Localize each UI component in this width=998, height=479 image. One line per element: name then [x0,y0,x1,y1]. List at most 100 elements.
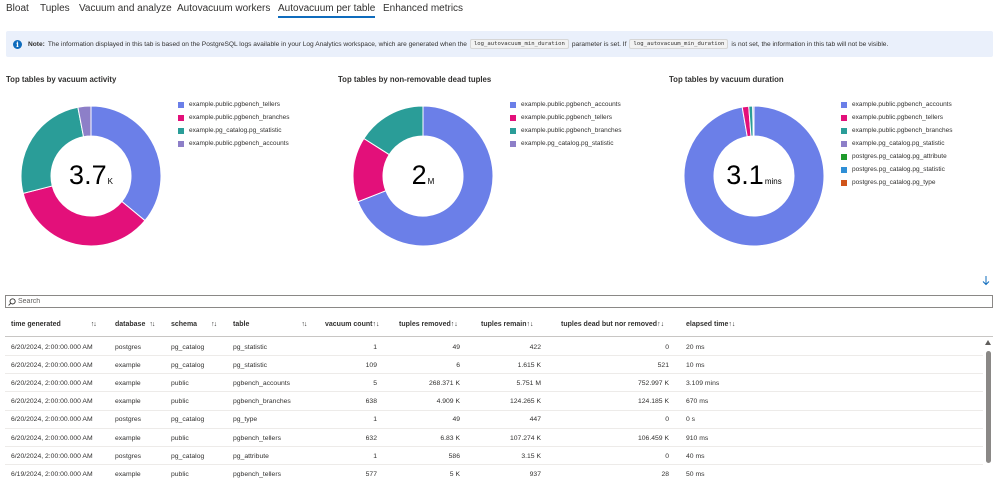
scroll-down-arrow-icon[interactable] [982,275,990,287]
table-cell: 632 [365,434,377,442]
table-cell: 752.997 K [638,379,669,387]
donut-slice[interactable] [22,185,146,247]
sort-icon[interactable]: ↑↓ [301,320,307,328]
table-cell: 109 [365,361,377,369]
table-cell: 638 [365,398,377,406]
vacuum-duration-donut[interactable] [683,105,825,247]
sort-icon[interactable]: ↓ [530,320,533,328]
legend-item[interactable]: example.public.pgbench_tellers [841,111,952,124]
table-row[interactable]: 6/20/2024, 2:00:00.000 AM example public pg… [5,429,983,447]
table-cell: 670 ms [686,398,709,406]
donut-slice[interactable] [90,105,162,222]
table-row[interactable]: 6/20/2024, 2:00:00.000 AM postgres pg_cata… [5,338,983,356]
legend-item[interactable]: example.public.pgbench_branches [178,111,289,124]
center-unit: mins [764,177,782,186]
legend-item[interactable]: example.public.pgbench_branches [841,124,952,137]
donut-slice[interactable] [683,105,825,247]
table-cell: 6/20/2024, 2:00:00.000 AM [11,361,93,369]
legend-item[interactable]: postgres.pg_catalog.pg_attribute [841,150,952,163]
table-cell: 5 [373,379,377,387]
legend-item[interactable]: postgres.pg_catalog.pg_type [841,176,952,189]
donut-slice[interactable] [357,105,494,247]
legend-item[interactable]: example.public.pgbench_tellers [178,98,289,111]
table-cell: 6.83 K [440,434,460,442]
sort-icon[interactable]: ↑↓ [90,320,97,328]
table-cell: pg_statistic [233,343,268,351]
table-scrollbar[interactable] [984,339,993,479]
table-cell: pg_statistic [233,361,268,369]
legend-label: example.public.pgbench_branches [521,127,622,134]
legend-item[interactable]: postgres.pg_catalog.pg_statistic [841,163,952,176]
table-cell: 268.371 K [429,379,460,387]
legend-swatch [510,114,516,121]
legend-item[interactable]: example.pg_catalog.pg_statistic [510,137,621,150]
legend-item[interactable]: example.pg_catalog.pg_statistic [841,137,952,150]
legend-item[interactable]: example.pg_catalog.pg_statistic [178,124,289,137]
column-header-tuples-remain[interactable]: tuples remain↑ ↓ [481,314,533,334]
sort-icon[interactable]: ↓ [375,320,379,328]
table-cell: 586 [448,452,460,460]
sort-icon[interactable]: ↑↓ [211,320,217,328]
table-row[interactable]: 6/20/2024, 2:00:00.000 AM postgres pg_cata… [5,411,983,429]
table-row[interactable]: 6/20/2024, 2:00:00.000 AM postgres pg_cata… [5,447,983,466]
table-row[interactable]: 6/20/2024, 2:00:00.000 AM example pg_catal… [5,356,983,375]
vacuum-activity-donut[interactable] [20,105,162,247]
table-cell: pg_type [233,416,258,424]
table-cell: 49 [452,343,460,351]
table-cell: postgres [115,343,142,351]
tab-enhanced-metrics[interactable]: Enhanced metrics [383,3,464,14]
dead-tuples-donut[interactable] [352,105,494,247]
legend-label: example.public.pgbench_tellers [521,114,613,121]
tab-bloat[interactable]: Bloat [6,3,29,14]
legend-swatch [178,101,184,108]
table-row[interactable]: 6/20/2024, 2:00:00.000 AM example public pg… [5,374,983,393]
column-header-tuples-dead[interactable]: tuples dead but nor removed↑ ↓ [561,314,664,334]
legend-swatch [510,140,516,147]
legend-item[interactable]: example.public.pgbench_accounts [841,98,952,111]
column-header-vacuum-count[interactable]: vacuum count↑ ↓ [325,314,379,334]
table-cell: 3.109 mins [686,379,720,387]
tab-vacuum-and-analyze[interactable]: Vacuum and analyze [79,3,172,14]
table-cell: 5 K [449,470,460,478]
table-cell: 6/20/2024, 2:00:00.000 AM [11,434,93,442]
table-cell: 577 [365,470,377,478]
column-label: database [115,320,146,328]
info-text: The information displayed in this tab is… [47,40,467,48]
table-cell: 0 s [686,416,696,424]
donut-slice[interactable] [77,105,92,138]
legend-swatch [841,127,847,134]
column-header-table[interactable]: table ↑↓ [233,314,307,334]
tab-autovacuum-per-table[interactable]: Autovacuum per table [278,0,376,18]
legend-swatch [178,127,184,134]
column-header-database[interactable]: database ↑↓ [115,314,155,334]
legend-item[interactable]: example.public.pgbench_accounts [178,137,289,150]
legend-item[interactable]: example.public.pgbench_tellers [510,111,621,124]
column-header-tuples-removed[interactable]: tuples removed↑ ↓ [399,314,458,334]
column-header-time-generated[interactable]: time generated ↑↓ [11,314,97,334]
table-cell: 5.751 M [516,379,541,387]
scroll-thumb[interactable] [986,351,991,463]
sort-icon[interactable]: ↑↓ [149,320,155,328]
table-row[interactable]: 6/20/2024, 2:00:00.000 AM example public pg… [5,393,983,411]
table-cell: postgres [115,452,142,460]
donut-slice[interactable] [752,105,755,137]
chart-title: Top tables by vacuum duration [669,75,784,84]
table-row[interactable]: 6/19/2024, 2:00:00.000 AM example public pg… [5,465,983,479]
sort-icon[interactable]: ↓ [660,320,664,328]
donut-slice[interactable] [363,105,424,156]
search-input[interactable] [18,296,992,307]
legend-item[interactable]: example.public.pgbench_branches [510,124,621,137]
chart-legend: example.public.pgbench_tellers example.pu… [178,98,289,150]
legend-swatch [841,179,847,186]
search-box[interactable] [5,295,993,308]
scroll-up-icon[interactable] [985,340,991,345]
column-header-schema[interactable]: schema ↑↓ [171,314,217,334]
table-cell: 937 [529,470,541,478]
table-cell: 107.274 K [510,434,541,442]
legend-item[interactable]: example.public.pgbench_accounts [510,98,621,111]
tab-autovacuum-workers[interactable]: Autovacuum workers [177,3,271,14]
tab-tuples[interactable]: Tuples [40,3,70,14]
sort-icon[interactable]: ↓ [454,320,457,328]
sort-icon[interactable]: ↓ [731,320,735,328]
column-header-elapsed-time[interactable]: elapsed time↑ ↓ [686,314,735,334]
